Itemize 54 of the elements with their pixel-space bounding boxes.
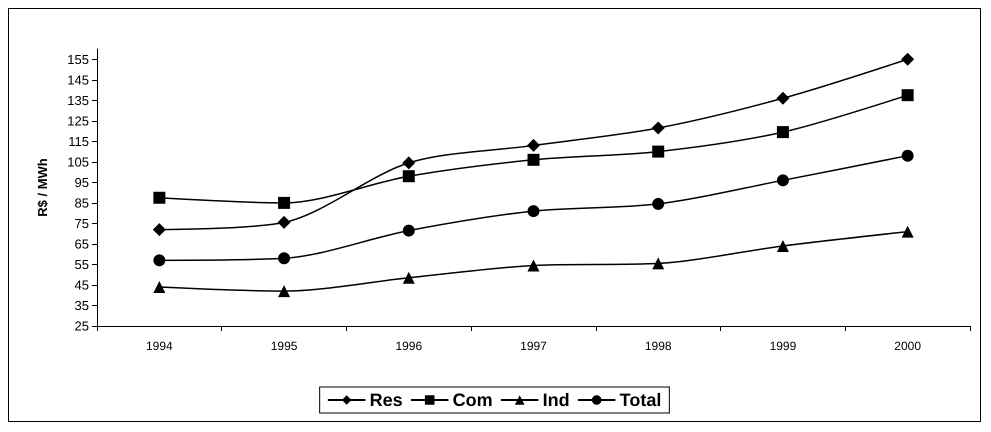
- point: [902, 150, 914, 162]
- y-tick-label: 45: [74, 277, 89, 292]
- y-tick-label: 65: [74, 236, 89, 252]
- point: [402, 156, 416, 170]
- point: [902, 89, 914, 102]
- legend-label: Total: [620, 390, 662, 410]
- point: [528, 259, 540, 272]
- point: [402, 272, 415, 284]
- point: [153, 281, 166, 294]
- point: [402, 224, 415, 237]
- y-tick-label: 125: [67, 113, 89, 128]
- y-tick-label: 95: [74, 174, 89, 190]
- point: [278, 285, 290, 298]
- x-tick-label: 1999: [770, 339, 797, 353]
- point: [776, 174, 789, 186]
- point: [652, 121, 665, 134]
- x-tick-label: 1996: [395, 339, 422, 353]
- point: [902, 226, 914, 238]
- point: [776, 240, 789, 252]
- point: [528, 205, 540, 218]
- point: [776, 92, 790, 105]
- y-tick-label: 115: [68, 134, 89, 149]
- point: [278, 216, 291, 229]
- x-tick-label: 1995: [270, 339, 298, 353]
- y-tick-label: 105: [67, 154, 89, 170]
- point: [402, 170, 415, 182]
- y-tick-label: 25: [74, 318, 89, 334]
- y-tick-label: 55: [74, 256, 89, 272]
- point: [528, 154, 540, 166]
- x-tick-label: 1994: [146, 339, 174, 353]
- point: [652, 198, 664, 210]
- x-tick-label: 1997: [520, 339, 548, 353]
- point: [776, 126, 789, 138]
- x-tick-label: 2000: [894, 339, 922, 353]
- y-tick-label: 155: [67, 52, 89, 67]
- point: [152, 223, 166, 236]
- y-tick-label: 35: [74, 298, 89, 313]
- legend-label: Com: [452, 390, 493, 410]
- point: [527, 138, 540, 152]
- point: [652, 146, 664, 158]
- point: [278, 252, 290, 264]
- legend-label: Res: [370, 390, 403, 410]
- point: [278, 196, 290, 209]
- y-tick-label: 75: [74, 216, 89, 231]
- y-tick-label: 85: [74, 195, 89, 210]
- y-tick-label: 145: [67, 72, 89, 88]
- point: [901, 52, 914, 66]
- legend-label: Ind: [542, 390, 570, 410]
- point: [153, 254, 166, 266]
- point: [652, 257, 664, 270]
- point: [153, 192, 166, 204]
- y-tick-label: 135: [67, 92, 89, 108]
- y-axis-title: R$ / MWh: [35, 158, 50, 217]
- x-tick-label: 1998: [644, 339, 672, 353]
